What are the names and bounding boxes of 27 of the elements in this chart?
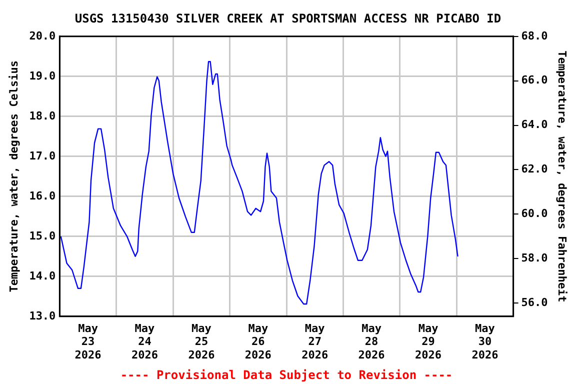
x-tick-label: May 30 2026 [472, 322, 499, 362]
x-tick-label: May 28 2026 [358, 322, 386, 362]
y-tick-label: 20.0 [29, 29, 56, 42]
y2-tick-label: 66.0 [521, 74, 548, 87]
y-tick-label: 14.0 [29, 269, 56, 282]
y2-tick-label: 64.0 [521, 118, 548, 132]
y-tick-label: 17.0 [29, 149, 56, 162]
x-tick-label: May 26 2026 [244, 322, 272, 362]
y-tick-label: 18.0 [29, 109, 56, 122]
y-tick-label: 16.0 [29, 189, 56, 202]
x-tick-label: May 23 2026 [74, 322, 102, 362]
y2-tick-label: 58.0 [521, 251, 548, 264]
y-tick-label: 15.0 [29, 229, 56, 242]
y-tick-label: 13.0 [29, 309, 56, 322]
y2-tick-label: 68.0 [521, 29, 548, 42]
x-tick-label: May 24 2026 [131, 322, 158, 362]
x-tick-label: May 29 2026 [415, 322, 442, 362]
y-tick-label: 19.0 [29, 69, 56, 82]
y2-tick-label: 62.0 [521, 162, 548, 176]
x-tick-label: May 25 2026 [188, 322, 216, 362]
chart-title: USGS 13150430 SILVER CREEK AT SPORTSMAN ACCESS NR PICABO ID [74, 11, 502, 26]
text: ---- Provisional Data Subject to Revision ---- [120, 368, 453, 382]
y2-axis-title: Temperature, water, degrees Fahrenheit [556, 50, 569, 302]
y-axis-title: Temperature, water, degrees Celsius [7, 60, 20, 292]
x-tick-label: May 27 2026 [302, 322, 328, 362]
y2-tick-label: 56.0 [521, 296, 548, 309]
y2-tick-label: 60.0 [521, 207, 548, 220]
